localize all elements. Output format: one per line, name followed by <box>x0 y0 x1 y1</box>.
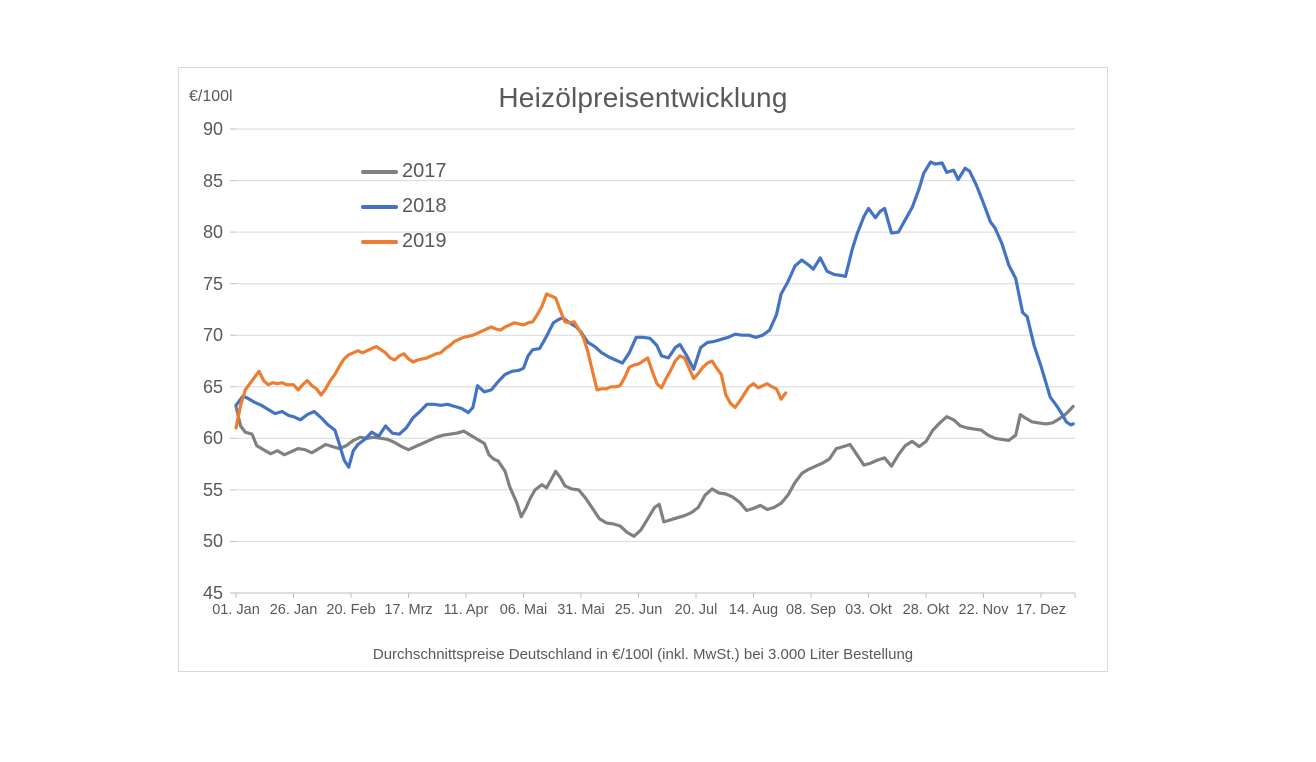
x-tick-label: 11. Apr <box>443 602 489 618</box>
y-tick-label: 50 <box>202 531 223 552</box>
x-tick-label: 06. Mai <box>499 602 548 618</box>
y-tick-label: 70 <box>202 325 223 346</box>
x-tick-label: 01. Jan <box>212 602 260 618</box>
legend-swatch <box>361 204 398 209</box>
y-tick-label: 65 <box>202 376 223 397</box>
x-tick-label: 17. Dez <box>1016 602 1066 618</box>
series-line-2017 <box>234 404 1075 538</box>
legend-item-2017: 2017 <box>361 154 447 189</box>
y-tick-label: 80 <box>202 222 223 243</box>
legend-swatch <box>361 239 398 244</box>
y-tick-label: 55 <box>202 479 223 500</box>
x-tick-label: 14. Aug <box>728 602 779 618</box>
x-tick-label: 25. Jun <box>614 602 663 618</box>
chart-canvas <box>230 128 1076 598</box>
legend-swatch <box>361 169 398 174</box>
chart-frame: €/100l Heizölpreisentwicklung 2017 2018 … <box>178 67 1108 672</box>
x-tick-label: 20. Jul <box>674 602 718 618</box>
legend-label: 2017 <box>402 160 447 182</box>
x-tick-label: 20. Feb <box>326 602 376 618</box>
series-line-2018 <box>234 160 1075 469</box>
chart-title: Heizölpreisentwicklung <box>498 82 788 113</box>
y-axis-unit-label: €/100l <box>189 88 233 105</box>
y-tick-label: 75 <box>202 273 223 294</box>
y-tick-label: 90 <box>202 119 223 139</box>
legend-label: 2018 <box>402 195 447 217</box>
x-tick-label: 26. Jan <box>269 602 318 618</box>
legend-item-2018: 2018 <box>361 189 447 224</box>
legend: 2017 2018 2019 <box>361 154 447 259</box>
x-tick-label: 22. Nov <box>958 602 1009 618</box>
x-tick-label: 03. Okt <box>845 602 892 618</box>
y-tick-label: 45 <box>202 583 223 603</box>
x-tick-label: 31. Mai <box>557 602 605 618</box>
x-tick-label: 08. Sep <box>786 602 836 618</box>
series-line-2019 <box>234 292 788 430</box>
x-tick-label: 28. Okt <box>902 602 950 618</box>
legend-label: 2019 <box>402 230 447 252</box>
chart-caption: Durchschnittspreise Deutschland in €/100… <box>372 646 914 663</box>
legend-item-2019: 2019 <box>361 224 447 259</box>
y-tick-label: 85 <box>202 170 223 191</box>
y-tick-label: 60 <box>202 428 223 449</box>
x-tick-label: 17. Mrz <box>384 602 433 618</box>
